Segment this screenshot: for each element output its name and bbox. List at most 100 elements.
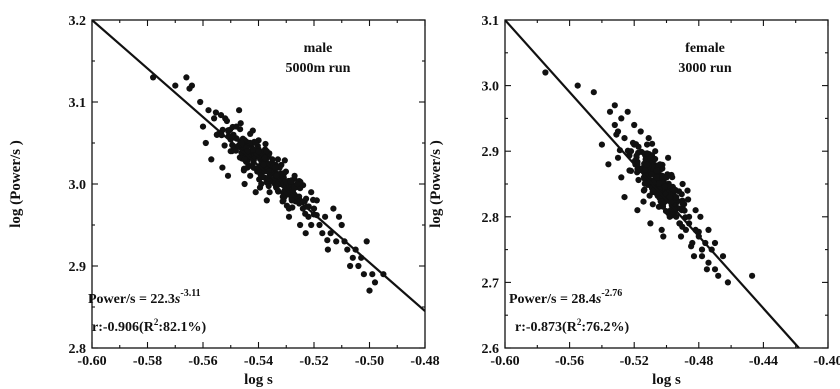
data-point bbox=[682, 226, 690, 233]
x-tick-label: -0.48 bbox=[410, 354, 439, 369]
data-point bbox=[660, 200, 667, 207]
data-point bbox=[697, 213, 704, 220]
stats-prefix: r:-0.906(R bbox=[92, 320, 155, 335]
data-point bbox=[663, 174, 670, 181]
y-tick-label: 2.8 bbox=[69, 342, 87, 357]
data-point bbox=[705, 259, 712, 266]
x-tick-label: -0.48 bbox=[684, 354, 713, 369]
equation-exponent: -3.11 bbox=[180, 288, 200, 299]
equation-coefficient: = 28.4 bbox=[556, 292, 595, 307]
data-point bbox=[261, 154, 268, 162]
data-point bbox=[618, 115, 625, 122]
regression-line bbox=[505, 20, 800, 348]
data-point bbox=[631, 121, 638, 129]
regression-equation: Power/s = 28.4s-2.76 bbox=[509, 288, 622, 307]
stats-superscript: 2 bbox=[154, 317, 159, 327]
data-point bbox=[665, 154, 672, 161]
data-point bbox=[614, 128, 622, 135]
data-point bbox=[642, 156, 649, 163]
data-point bbox=[327, 230, 334, 237]
y-tick-label: 3.0 bbox=[69, 178, 87, 193]
data-point bbox=[644, 150, 651, 157]
stats-suffix: :82.1%) bbox=[158, 320, 206, 335]
correlation-stats: r:-0.906(R2:82.1%) bbox=[92, 317, 206, 335]
data-point bbox=[266, 189, 273, 196]
data-point bbox=[205, 107, 212, 114]
data-point bbox=[640, 187, 648, 194]
data-point bbox=[634, 207, 641, 214]
data-point bbox=[690, 253, 698, 260]
data-point bbox=[681, 207, 688, 214]
data-point bbox=[703, 266, 711, 273]
data-point bbox=[260, 161, 267, 168]
data-point bbox=[313, 197, 320, 204]
data-point bbox=[590, 89, 597, 96]
data-point bbox=[627, 148, 635, 155]
group-annotation: male bbox=[304, 41, 333, 56]
data-point bbox=[244, 164, 251, 171]
data-point bbox=[355, 262, 362, 270]
data-point bbox=[258, 180, 265, 188]
data-point bbox=[705, 226, 712, 233]
regression-line bbox=[92, 20, 425, 312]
data-point bbox=[197, 98, 204, 106]
male-chart-panel: -0.60 -0.58 -0.56 -0.54 -0.52 -0.50 -0.48 2.8 2.… bbox=[8, 14, 440, 388]
x-tick-label: -0.54 bbox=[244, 354, 273, 369]
data-point bbox=[643, 161, 651, 168]
data-point bbox=[653, 174, 660, 181]
data-point bbox=[669, 174, 676, 181]
data-point bbox=[349, 254, 356, 261]
data-point bbox=[208, 156, 215, 163]
data-point bbox=[281, 157, 288, 164]
data-point bbox=[333, 238, 340, 245]
data-point bbox=[371, 279, 379, 286]
data-point bbox=[633, 152, 640, 159]
data-point bbox=[686, 213, 693, 220]
data-point bbox=[347, 262, 354, 270]
data-point bbox=[660, 233, 667, 240]
data-point bbox=[605, 161, 612, 168]
data-point bbox=[671, 187, 678, 194]
data-point bbox=[618, 174, 625, 181]
x-tick-label: -0.52 bbox=[299, 354, 328, 369]
equation-exponent: -2.76 bbox=[601, 288, 622, 299]
data-point bbox=[542, 69, 549, 76]
stats-prefix: r:-0.873(R bbox=[515, 320, 578, 335]
stats-suffix: :76.2%) bbox=[581, 320, 629, 335]
data-point bbox=[641, 180, 648, 187]
data-point bbox=[711, 239, 719, 247]
data-point bbox=[344, 246, 351, 253]
equation-lhs: Power/s bbox=[88, 292, 136, 307]
x-tick-label: -0.52 bbox=[620, 354, 649, 369]
data-point bbox=[606, 108, 614, 115]
data-point bbox=[658, 173, 665, 180]
data-point bbox=[658, 226, 665, 233]
data-point bbox=[647, 220, 654, 227]
data-point bbox=[217, 112, 225, 119]
data-point bbox=[211, 115, 218, 122]
y-tick-label: 2.9 bbox=[482, 145, 500, 160]
y-axis-label: log (Power/s ) bbox=[8, 140, 24, 227]
data-point bbox=[338, 221, 345, 229]
data-point bbox=[631, 141, 638, 148]
data-point bbox=[335, 213, 343, 220]
data-point bbox=[305, 213, 312, 220]
x-tick-label: -0.58 bbox=[133, 354, 162, 369]
data-point bbox=[662, 208, 670, 215]
data-point bbox=[676, 220, 683, 227]
equation-variable: s bbox=[595, 292, 602, 307]
x-tick-label: -0.40 bbox=[813, 354, 840, 369]
data-point bbox=[719, 253, 727, 260]
stats-superscript: 2 bbox=[577, 317, 582, 327]
data-point bbox=[640, 198, 647, 205]
y-tick-label: 2.7 bbox=[482, 276, 500, 291]
data-point bbox=[172, 82, 179, 89]
x-tick-label: -0.44 bbox=[749, 354, 778, 369]
data-point bbox=[652, 148, 659, 155]
data-point bbox=[666, 213, 673, 220]
data-point bbox=[219, 164, 226, 171]
data-point bbox=[656, 161, 664, 168]
data-point bbox=[287, 178, 294, 185]
data-point bbox=[715, 272, 722, 279]
data-point bbox=[644, 141, 651, 148]
